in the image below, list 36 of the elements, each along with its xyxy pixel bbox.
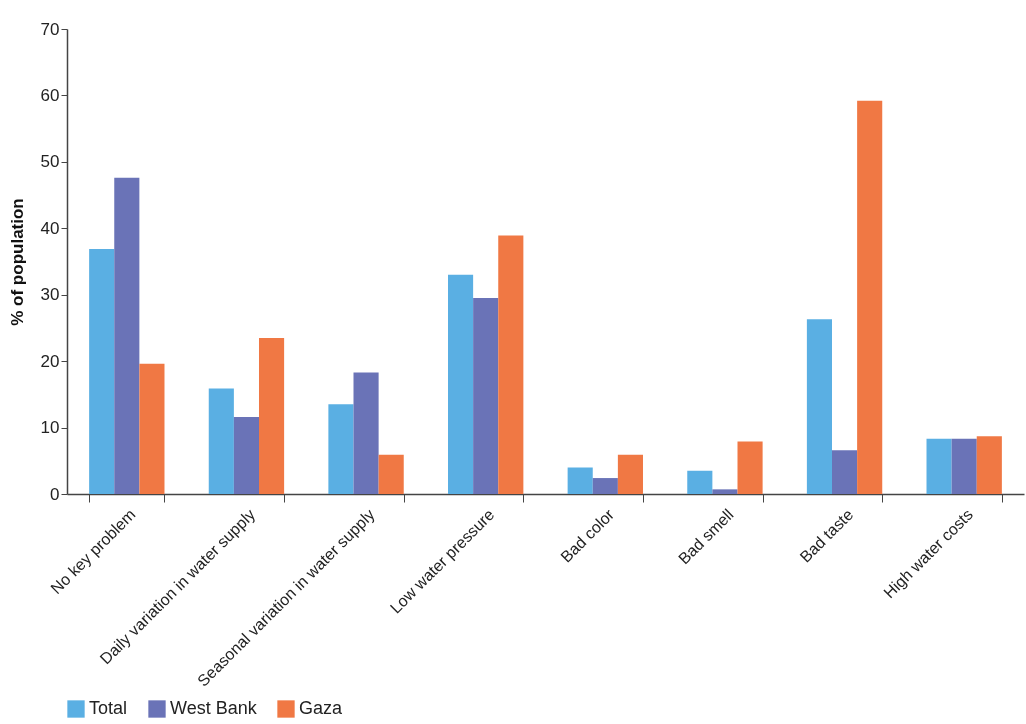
- bar: [951, 438, 977, 494]
- bar: [617, 454, 643, 494]
- y-tick-label: 40: [40, 218, 60, 238]
- bar: [806, 319, 832, 494]
- bar: [498, 235, 524, 494]
- y-tick-label: 0: [50, 484, 60, 504]
- bar: [473, 298, 499, 494]
- bar: [448, 274, 474, 494]
- bar: [567, 467, 593, 494]
- legend-label: West Bank: [170, 698, 258, 718]
- bar: [976, 436, 1002, 494]
- bar: [832, 450, 858, 494]
- bar: [857, 100, 883, 494]
- y-tick-label: 20: [40, 351, 60, 371]
- bar: [687, 470, 713, 494]
- bar: [328, 404, 354, 494]
- bar: [139, 363, 165, 494]
- bar: [712, 489, 738, 494]
- legend-label: Gaza: [299, 698, 344, 718]
- bar: [353, 372, 379, 494]
- bar: [592, 478, 618, 494]
- bar: [737, 441, 763, 494]
- y-tick-label: 70: [40, 19, 60, 39]
- bar: [259, 337, 285, 494]
- bar: [378, 454, 404, 494]
- y-tick-label: 60: [40, 85, 60, 105]
- bar: [89, 248, 115, 494]
- bar: [114, 177, 140, 494]
- y-tick-label: 50: [40, 152, 60, 172]
- bar: [208, 388, 234, 494]
- y-tick-label: 30: [40, 285, 60, 305]
- bar: [926, 438, 952, 494]
- bar: [233, 416, 259, 494]
- legend-label: Total: [89, 698, 128, 718]
- y-axis-title: % of population: [7, 198, 27, 326]
- y-tick-label: 10: [40, 418, 60, 438]
